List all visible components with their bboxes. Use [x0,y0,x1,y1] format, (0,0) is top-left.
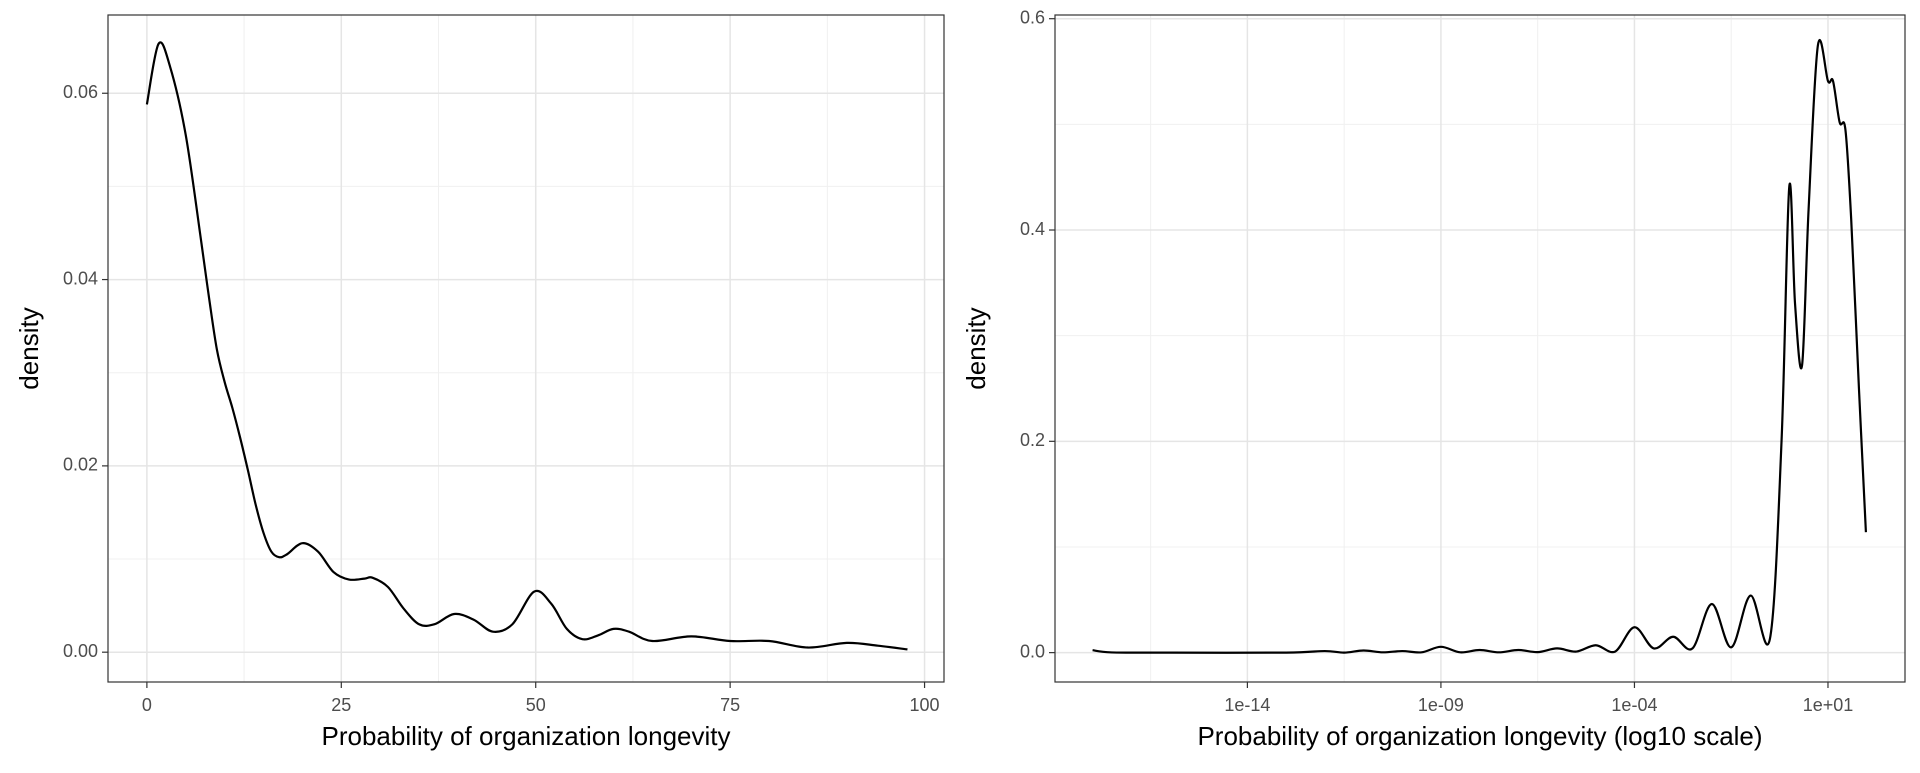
y-tick-label: 0.02 [63,455,98,475]
y-axis-title: density [961,307,991,389]
x-tick-label: 1e+01 [1803,695,1854,715]
panel: 1e-14 1e-09 1e-04 1e+01 0.0 0.2 0.4 0.6 Probabil… [961,7,1906,751]
density-line [1092,39,1868,654]
x-tick-label: 0 [142,695,152,715]
y-tick-label: 0.6 [1020,7,1045,27]
y-tick-label: 0.4 [1020,219,1045,239]
x-axis-title: Probability of organization longevity [321,721,730,751]
x-tick-label: 75 [720,695,740,715]
y-tick-label: 0.0 [1020,641,1045,661]
panel-background [1055,15,1905,682]
y-tick-label: 0.06 [63,82,98,102]
y-tick-label: 0.00 [63,641,98,661]
y-tick-label: 0.2 [1020,430,1045,450]
x-tick-label: 100 [910,695,940,715]
panel-background [108,15,944,682]
x-tick-label: 1e-09 [1418,695,1464,715]
x-tick-label: 1e-14 [1224,695,1270,715]
panel-border [107,14,945,683]
x-tick-label: 50 [526,695,546,715]
y-tick-label: 0.04 [63,268,98,288]
panel: 0 25 50 75 100 0.00 0.02 0.04 0.06 Probability of… [14,14,945,751]
panel-border [1054,14,1906,683]
x-tick-label: 1e-04 [1611,695,1657,715]
x-axis-title: Probability of organization longevity (l… [1197,721,1762,751]
x-tick-label: 25 [331,695,351,715]
density-line [145,41,908,651]
y-axis-title: density [14,307,44,389]
